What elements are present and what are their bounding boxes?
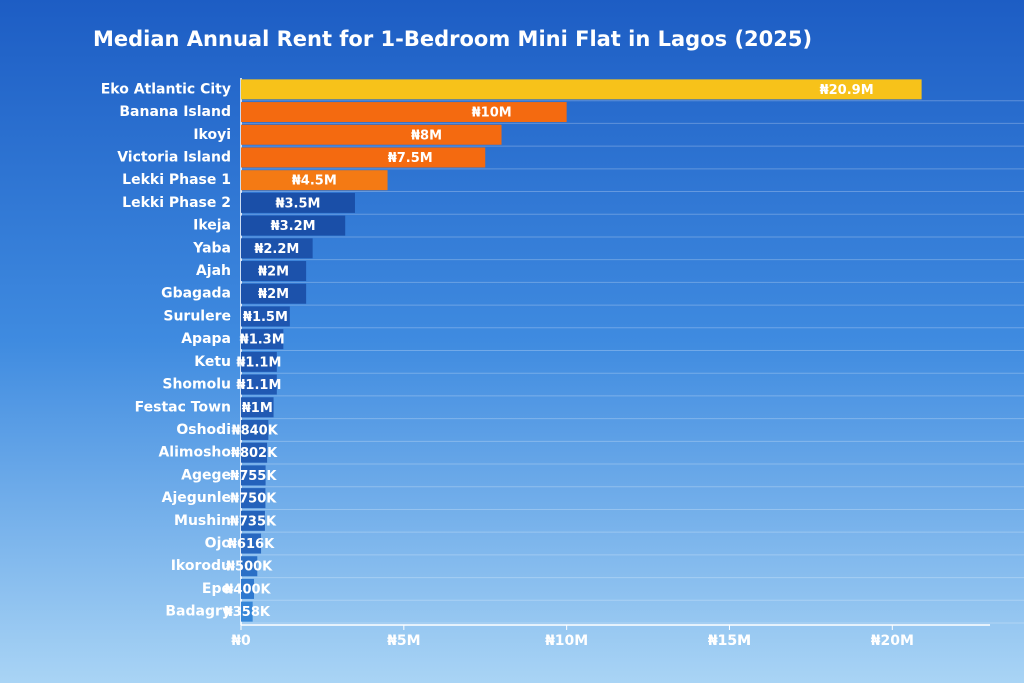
y-tick-label: Eko Atlantic City (101, 81, 231, 97)
value-label: ₦10M (472, 106, 512, 121)
bar (241, 488, 266, 509)
bar (241, 283, 307, 304)
value-label: ₦3.5M (275, 196, 320, 211)
chart-title: Median Annual Rent for 1-Bedroom Mini Fl… (93, 27, 812, 51)
bar (241, 556, 258, 577)
x-tick-label: ₦20M (871, 633, 914, 649)
value-label: ₦1.5M (243, 310, 288, 325)
y-tick-label: Ikorodu (171, 558, 231, 574)
y-tick-label: Gbagada (161, 286, 231, 302)
x-tick-label: ₦5M (387, 633, 420, 649)
x-tick-label: ₦15M (708, 633, 751, 649)
bar (241, 261, 307, 282)
y-tick-label: Ikoyi (193, 127, 231, 143)
y-tick-label: Banana Island (119, 104, 231, 120)
y-tick-label: Alimosho (158, 445, 231, 461)
value-label: ₦1M (242, 401, 273, 416)
value-label: ₦4.5M (292, 174, 337, 189)
bar (241, 374, 277, 395)
value-label: ₦500K (226, 560, 273, 575)
y-tick-label: Surulere (163, 308, 231, 324)
y-tick-label: Lekki Phase 1 (122, 172, 231, 188)
y-tick-label: Lekki Phase 2 (122, 195, 231, 211)
value-label: ₦7.5M (388, 151, 433, 166)
y-tick-label: Shomolu (162, 377, 231, 393)
value-label: ₦616K (228, 537, 275, 552)
bar (241, 79, 922, 100)
y-tick-label: Yaba (192, 240, 231, 256)
value-label: ₦1.1M (236, 378, 281, 393)
y-tick-label: Agege (181, 467, 231, 483)
y-tick-label: Oshodi (176, 422, 231, 438)
bar (241, 102, 567, 123)
bar (241, 397, 274, 418)
bar (241, 533, 262, 554)
bar (241, 351, 277, 372)
bar (241, 329, 284, 350)
bar (241, 215, 346, 236)
value-label: ₦750K (230, 492, 277, 507)
value-label: ₦2M (258, 287, 289, 302)
value-label: ₦735K (230, 514, 277, 529)
x-tick-label: ₦10M (545, 633, 588, 649)
x-tick-label: ₦15M (708, 633, 751, 649)
bar (241, 510, 265, 531)
value-label: ₦20.9M (820, 83, 874, 98)
y-tick-label: Victoria Island (117, 149, 231, 165)
bar (241, 601, 253, 622)
value-label: ₦3.2M (271, 219, 316, 234)
x-tick-label: ₦0 (231, 633, 251, 649)
value-label: ₦802K (231, 446, 278, 461)
y-tick-label: Ojo (205, 536, 232, 552)
bar (241, 124, 502, 145)
bar (241, 306, 290, 327)
y-tick-label: Ketu (194, 354, 231, 370)
bar (241, 192, 355, 213)
value-label: ₦8M (411, 128, 442, 143)
value-label: ₦1.3M (240, 333, 285, 348)
y-tick-label: Mushin (174, 513, 231, 529)
y-tick-label: Epe (202, 581, 231, 597)
y-tick-label: Badagry (165, 604, 231, 620)
bar (241, 465, 266, 486)
bar (241, 238, 313, 259)
value-label: ₦2.2M (254, 242, 299, 257)
bar (241, 419, 269, 440)
value-label: ₦358K (224, 605, 271, 620)
bar (241, 578, 255, 599)
value-label: ₦2M (258, 265, 289, 280)
bar (241, 442, 268, 463)
value-label: ₦840K (232, 423, 279, 438)
y-tick-label: Ikeja (193, 218, 231, 234)
y-tick-label: Apapa (181, 331, 231, 347)
value-label: ₦1.1M (236, 355, 281, 370)
value-label: ₦400K (224, 582, 271, 597)
y-tick-label: Ajah (196, 263, 231, 279)
y-tick-label: Festac Town (135, 399, 231, 415)
bar (241, 170, 388, 191)
y-tick-label: Ajegunle (162, 490, 231, 506)
value-label: ₦755K (230, 469, 277, 484)
bar (241, 147, 486, 168)
